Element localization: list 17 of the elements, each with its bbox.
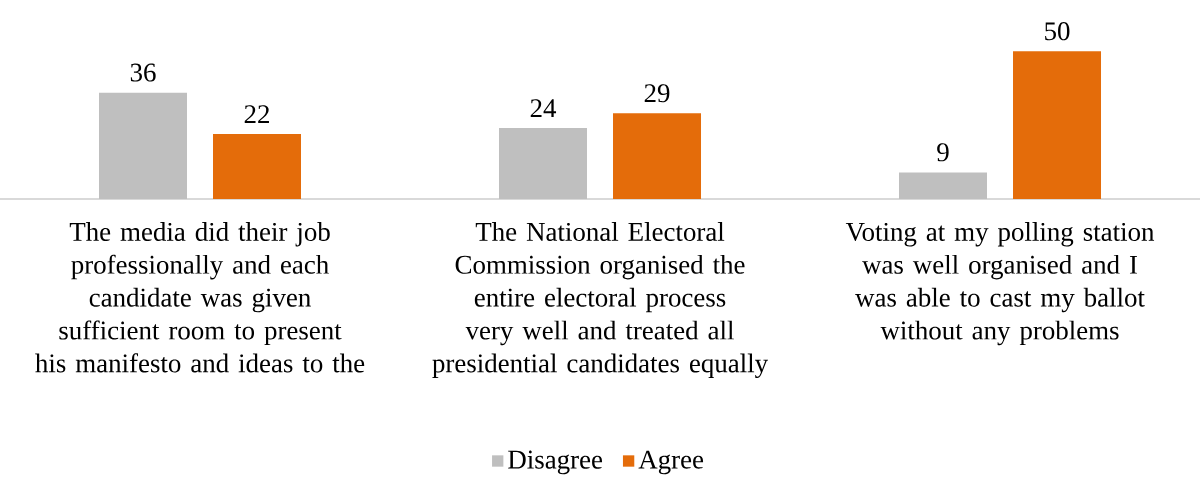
bar: [1013, 51, 1102, 199]
data-label: 24: [530, 99, 557, 118]
bar: [213, 134, 301, 199]
data-label: 36: [130, 63, 156, 82]
bar: [613, 113, 702, 199]
data-label: 50: [1045, 22, 1070, 41]
data-label: 22: [244, 105, 269, 123]
legend-label: Agree: [638, 450, 704, 475]
bar: [499, 128, 588, 199]
x-tick-label: The media did their job professionally and each candidate was given sufficient room to present his manifesto and ideas to the: [35, 222, 365, 373]
data-label: 9: [937, 143, 949, 162]
data-label: 29: [644, 84, 670, 103]
legend-label: Disagree: [508, 450, 603, 475]
x-tick-label: Voting at my polling station was well organised and I was able to cast my ballot without any problems: [845, 222, 1155, 346]
bar: [899, 172, 988, 199]
x-tick-label: The National Electoral Commission organised the entire electoral process very well and treated all presidential candidates equally: [432, 222, 768, 379]
bar: [99, 92, 187, 199]
